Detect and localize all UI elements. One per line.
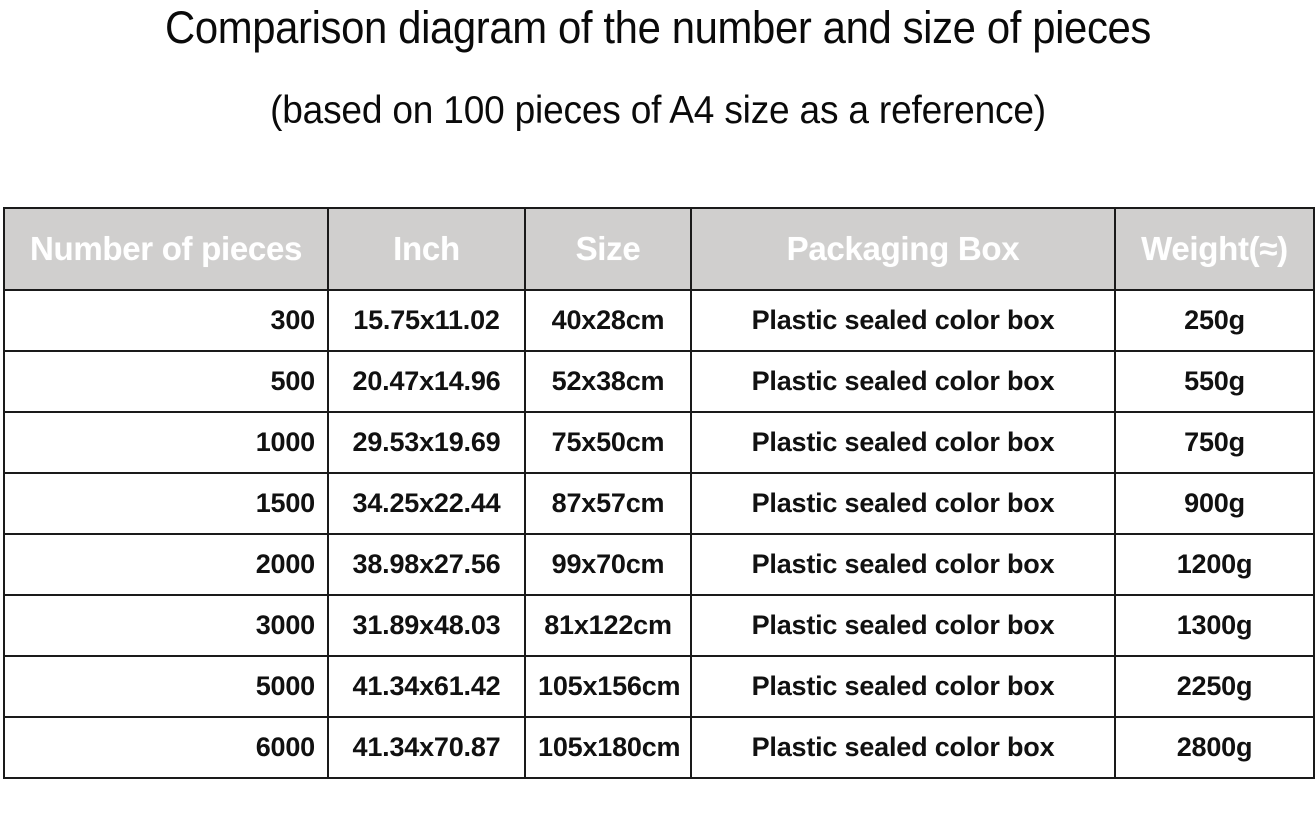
cell-size: 105x180cm [524, 716, 692, 779]
cell-packaging-box: Plastic sealed color box [690, 472, 1116, 535]
cell-size: 81x122cm [524, 594, 692, 657]
column-header-packaging-box: Packaging Box [690, 207, 1116, 291]
cell-packaging-box: Plastic sealed color box [690, 289, 1116, 352]
cell-inch: 20.47x14.96 [327, 350, 526, 413]
cell-packaging-box: Plastic sealed color box [690, 350, 1116, 413]
cell-weight: 2800g [1114, 716, 1315, 779]
cell-number-of-pieces: 1500 [3, 472, 329, 535]
cell-inch: 31.89x48.03 [327, 594, 526, 657]
cell-weight: 550g [1114, 350, 1315, 413]
cell-inch: 38.98x27.56 [327, 533, 526, 596]
page-subtitle: (based on 100 pieces of A4 size as a ref… [270, 89, 1046, 132]
cell-number-of-pieces: 3000 [3, 594, 329, 657]
cell-number-of-pieces: 6000 [3, 716, 329, 779]
table-row: 6000 41.34x70.87 105x180cm Plastic seale… [3, 716, 1315, 779]
column-header-weight: Weight(≈) [1114, 207, 1315, 291]
cell-weight: 250g [1114, 289, 1315, 352]
cell-number-of-pieces: 1000 [3, 411, 329, 474]
cell-size: 52x38cm [524, 350, 692, 413]
cell-number-of-pieces: 500 [3, 350, 329, 413]
cell-packaging-box: Plastic sealed color box [690, 716, 1116, 779]
cell-size: 40x28cm [524, 289, 692, 352]
spec-table-container: Number of pieces Inch Size Packaging Box… [3, 207, 1315, 779]
cell-packaging-box: Plastic sealed color box [690, 655, 1116, 718]
cell-number-of-pieces: 300 [3, 289, 329, 352]
cell-inch: 41.34x70.87 [327, 716, 526, 779]
cell-weight: 900g [1114, 472, 1315, 535]
column-header-inch: Inch [327, 207, 526, 291]
cell-inch: 34.25x22.44 [327, 472, 526, 535]
table-row: 1000 29.53x19.69 75x50cm Plastic sealed … [3, 411, 1315, 474]
cell-packaging-box: Plastic sealed color box [690, 533, 1116, 596]
cell-weight: 2250g [1114, 655, 1315, 718]
cell-inch: 29.53x19.69 [327, 411, 526, 474]
table-header: Number of pieces Inch Size Packaging Box… [3, 207, 1315, 291]
table-row: 5000 41.34x61.42 105x156cm Plastic seale… [3, 655, 1315, 718]
cell-size: 87x57cm [524, 472, 692, 535]
table-header-row: Number of pieces Inch Size Packaging Box… [3, 207, 1315, 291]
cell-inch: 15.75x11.02 [327, 289, 526, 352]
table-row: 1500 34.25x22.44 87x57cm Plastic sealed … [3, 472, 1315, 535]
page-title: Comparison diagram of the number and siz… [165, 2, 1151, 53]
title-block: Comparison diagram of the number and siz… [0, 0, 1316, 134]
cell-number-of-pieces: 5000 [3, 655, 329, 718]
cell-size: 105x156cm [524, 655, 692, 718]
spec-table: Number of pieces Inch Size Packaging Box… [3, 207, 1315, 779]
cell-size: 99x70cm [524, 533, 692, 596]
cell-size: 75x50cm [524, 411, 692, 474]
table-row: 2000 38.98x27.56 99x70cm Plastic sealed … [3, 533, 1315, 596]
cell-packaging-box: Plastic sealed color box [690, 594, 1116, 657]
cell-inch: 41.34x61.42 [327, 655, 526, 718]
column-header-number-of-pieces: Number of pieces [3, 207, 329, 291]
cell-weight: 1200g [1114, 533, 1315, 596]
table-row: 500 20.47x14.96 52x38cm Plastic sealed c… [3, 350, 1315, 413]
cell-packaging-box: Plastic sealed color box [690, 411, 1116, 474]
cell-number-of-pieces: 2000 [3, 533, 329, 596]
cell-weight: 1300g [1114, 594, 1315, 657]
column-header-size: Size [524, 207, 692, 291]
table-row: 3000 31.89x48.03 81x122cm Plastic sealed… [3, 594, 1315, 657]
table-body: 300 15.75x11.02 40x28cm Plastic sealed c… [3, 289, 1315, 779]
cell-weight: 750g [1114, 411, 1315, 474]
table-row: 300 15.75x11.02 40x28cm Plastic sealed c… [3, 289, 1315, 352]
